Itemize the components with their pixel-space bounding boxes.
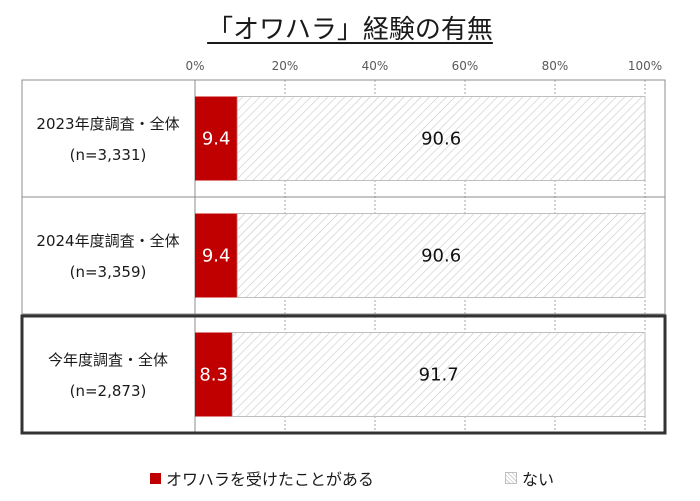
legend-label-yes: オワハラを受けたことがある: [166, 470, 374, 489]
category-n-label: (n=2,873): [70, 382, 147, 400]
legend-swatch-yes: [150, 472, 161, 484]
data-label-yes: 8.3: [199, 365, 228, 386]
bar-yes: [195, 213, 238, 298]
bar-no: [231, 332, 646, 417]
row-frame: [21, 196, 666, 315]
x-tick-label: 40%: [362, 59, 389, 73]
x-tick-label: 100%: [628, 59, 662, 73]
bar-yes: [195, 332, 233, 417]
data-label-no: 90.6: [421, 246, 461, 267]
x-tick-label: 20%: [272, 59, 299, 73]
data-label-yes: 9.4: [202, 246, 231, 267]
row-frame: [20, 314, 667, 435]
category-label: 2024年度調査・全体: [36, 232, 179, 250]
x-tick-label: 0%: [185, 59, 204, 73]
category-label: 今年度調査・全体: [48, 351, 168, 369]
category-n-label: (n=3,331): [70, 146, 147, 164]
legend-item-yes: オワハラを受けたことがある: [150, 466, 374, 490]
x-tick-label: 60%: [452, 59, 479, 73]
x-tick-label: 80%: [542, 59, 569, 73]
legend-swatch-no: [505, 472, 517, 484]
category-n-label: (n=3,359): [70, 263, 147, 281]
bar-no: [236, 213, 646, 298]
legend-label-no: ない: [522, 470, 555, 489]
legend: オワハラを受けたことがある ない: [0, 466, 700, 490]
bar-no: [236, 96, 646, 181]
data-label-no: 90.6: [421, 129, 461, 150]
data-label-yes: 9.4: [202, 129, 231, 150]
bar-yes: [195, 96, 238, 181]
legend-item-no: ない: [505, 466, 554, 490]
category-label: 2023年度調査・全体: [36, 115, 179, 133]
data-label-no: 91.7: [419, 365, 459, 386]
chart-title: 「オワハラ」経験の有無: [207, 15, 493, 45]
